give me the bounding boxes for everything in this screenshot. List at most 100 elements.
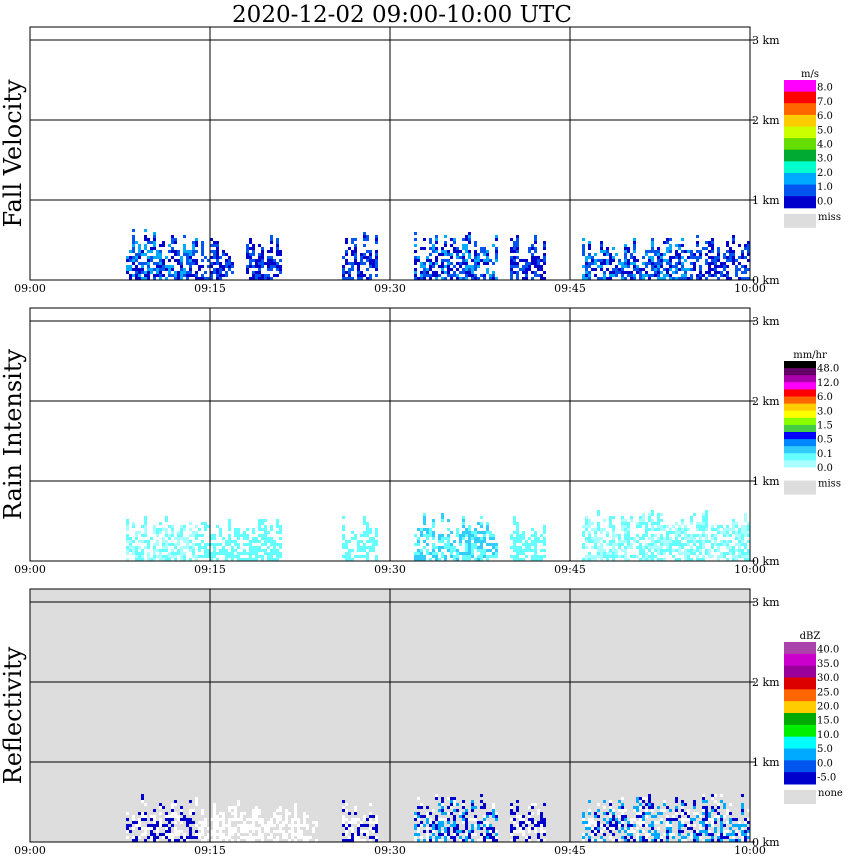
echo-cell	[534, 821, 537, 824]
echo-cell	[132, 229, 135, 232]
echo-cell	[210, 818, 213, 821]
echo-cell	[528, 546, 531, 549]
echo-cell	[633, 555, 636, 558]
echo-cell	[192, 250, 195, 253]
echo-cell	[738, 262, 741, 265]
echo-cell	[228, 824, 231, 827]
echo-cell	[348, 552, 351, 555]
echo-cell	[651, 546, 654, 549]
echo-cell	[738, 540, 741, 543]
echo-cell	[165, 546, 168, 549]
echo-cell	[468, 531, 471, 534]
echo-cell	[126, 522, 129, 525]
echo-cell	[747, 833, 750, 836]
echo-cell	[729, 818, 732, 821]
echo-cell	[132, 821, 135, 824]
echo-cell	[651, 537, 654, 540]
echo-cell	[729, 839, 732, 842]
echo-cell	[636, 265, 639, 268]
echo-cell	[513, 244, 516, 247]
echo-cell	[225, 558, 228, 561]
echo-cell	[366, 558, 369, 561]
echo-cell	[537, 824, 540, 827]
echo-cell	[486, 821, 489, 824]
echo-cell	[231, 839, 234, 842]
echo-cell	[636, 809, 639, 812]
echo-cell	[351, 830, 354, 833]
echo-cell	[642, 268, 645, 271]
echo-cell	[438, 546, 441, 549]
echo-cell	[732, 250, 735, 253]
echo-cell	[237, 839, 240, 842]
echo-cell	[636, 821, 639, 824]
echo-cell	[531, 253, 534, 256]
echo-cell	[441, 247, 444, 250]
echo-cell	[741, 537, 744, 540]
echo-cell	[486, 259, 489, 262]
echo-cell	[483, 262, 486, 265]
echo-cell	[675, 543, 678, 546]
echo-cell	[246, 537, 249, 540]
panel-ylabel: Reflectivity	[0, 646, 27, 784]
echo-cell	[681, 552, 684, 555]
echo-cell	[261, 265, 264, 268]
echo-cell	[735, 537, 738, 540]
echo-cell	[612, 546, 615, 549]
echo-cell	[687, 537, 690, 540]
echo-cell	[684, 259, 687, 262]
echo-cell	[219, 256, 222, 259]
echo-cell	[663, 552, 666, 555]
echo-cell	[183, 818, 186, 821]
echo-cell	[129, 274, 132, 277]
echo-cell	[489, 555, 492, 558]
echo-cell	[645, 534, 648, 537]
echo-cell	[522, 537, 525, 540]
plot-frame	[29, 26, 751, 281]
echo-cell	[264, 528, 267, 531]
echo-cell	[510, 238, 513, 241]
echo-cell	[705, 809, 708, 812]
echo-cell	[192, 531, 195, 534]
echo-cell	[189, 522, 192, 525]
echo-cell	[528, 839, 531, 842]
echo-cell	[666, 534, 669, 537]
echo-cell	[474, 833, 477, 836]
echo-cell	[201, 277, 204, 280]
echo-cell	[363, 516, 366, 519]
echo-cell	[681, 277, 684, 280]
echo-cell	[702, 839, 705, 842]
echo-cell	[699, 540, 702, 543]
echo-cell	[234, 812, 237, 815]
echo-cell	[180, 537, 183, 540]
echo-cell	[249, 546, 252, 549]
echo-cell	[696, 274, 699, 277]
echo-cell	[522, 268, 525, 271]
echo-cell	[606, 277, 609, 280]
echo-cell	[693, 806, 696, 809]
echo-cell	[282, 833, 285, 836]
echo-cell	[540, 827, 543, 830]
echo-cell	[276, 531, 279, 534]
echo-cell	[363, 235, 366, 238]
echo-cell	[717, 836, 720, 839]
echo-cell	[174, 277, 177, 280]
echo-cell	[423, 238, 426, 241]
echo-cell	[591, 262, 594, 265]
echo-cell	[366, 528, 369, 531]
echo-cell	[129, 546, 132, 549]
echo-cell	[666, 818, 669, 821]
echo-cell	[495, 555, 498, 558]
echo-cell	[582, 525, 585, 528]
echo-cell	[723, 528, 726, 531]
echo-cell	[519, 824, 522, 827]
echo-cell	[651, 238, 654, 241]
echo-cell	[168, 827, 171, 830]
echo-cell	[645, 262, 648, 265]
echo-cell	[162, 555, 165, 558]
echo-cell	[219, 833, 222, 836]
echo-cell	[441, 803, 444, 806]
echo-cell	[252, 830, 255, 833]
echo-cell	[657, 552, 660, 555]
echo-cell	[159, 555, 162, 558]
echo-cell	[720, 265, 723, 268]
